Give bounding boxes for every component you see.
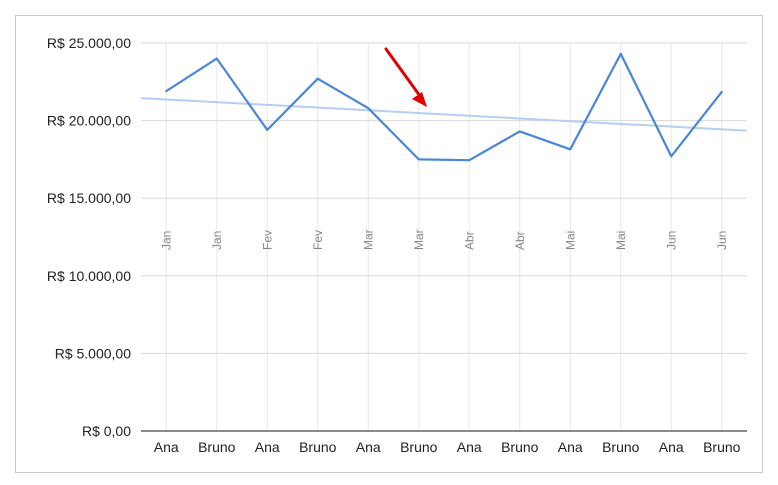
series-point <box>619 52 622 55</box>
x-tick-label: Ana <box>255 439 280 455</box>
y-tick-label: R$ 0,00 <box>82 423 131 439</box>
month-label: Abr <box>513 231 527 250</box>
x-tick-label: Bruno <box>299 439 337 455</box>
chart-frame: R$ 0,00 R$ 5.000,00 R$ 10.000,00 R$ 15.000,… <box>15 15 763 473</box>
month-label: Fev <box>311 230 325 250</box>
trendline <box>140 97 748 132</box>
y-tick-label: R$ 25.000,00 <box>47 35 131 51</box>
month-label: Abr <box>462 231 476 250</box>
annotation-arrow-shaft <box>384 47 422 98</box>
month-label: Jan <box>210 231 224 250</box>
annotation-arrow-head <box>412 92 427 107</box>
series-line <box>165 52 723 162</box>
x-tick-label: Bruno <box>400 439 438 455</box>
series-point <box>720 90 723 93</box>
series-point <box>518 130 521 133</box>
month-labels: Jan Jan Fev Fev Mar Mar Abr Abr Mai Mai Jun Jun <box>159 229 729 250</box>
month-label: Mai <box>614 231 628 250</box>
trendline-layer <box>140 97 748 132</box>
series-point <box>468 159 471 162</box>
x-tick-label: Bruno <box>198 439 236 455</box>
y-tick-label: R$ 20.000,00 <box>47 113 131 129</box>
x-tick-label: Ana <box>659 439 684 455</box>
series-point <box>165 90 168 93</box>
y-tick-label: R$ 10.000,00 <box>47 268 131 284</box>
x-tick-label: Bruno <box>602 439 640 455</box>
series-point <box>266 128 269 132</box>
grid-layer <box>141 42 747 432</box>
month-label: Jun <box>664 231 678 250</box>
month-label: Jun <box>715 231 729 250</box>
month-label: Mar <box>412 229 426 250</box>
y-tick-label: R$ 5.000,00 <box>55 345 131 361</box>
x-tick-label: Ana <box>356 439 381 455</box>
x-tick-label: Ana <box>154 439 179 455</box>
y-axis-labels: R$ 0,00 R$ 5.000,00 R$ 10.000,00 R$ 15.000,… <box>47 35 131 439</box>
x-tick-label: Bruno <box>703 439 741 455</box>
series-point <box>367 107 370 110</box>
month-label: Jan <box>159 231 173 250</box>
month-label: Mai <box>563 231 577 250</box>
month-label: Fev <box>260 230 274 250</box>
x-axis-labels: Ana Bruno Ana Bruno Ana Bruno Ana Bruno Ana Bruno… <box>154 439 741 455</box>
y-tick-label: R$ 15.000,00 <box>47 190 131 206</box>
series-point <box>215 57 218 60</box>
x-tick-label: Ana <box>558 439 583 455</box>
series-layer <box>165 52 723 162</box>
month-label: Mar <box>361 229 375 250</box>
x-tick-label: Bruno <box>501 439 539 455</box>
x-tick-label: Ana <box>457 439 482 455</box>
series-point <box>670 155 673 158</box>
line-chart: R$ 0,00 R$ 5.000,00 R$ 10.000,00 R$ 15.000,… <box>47 35 748 455</box>
series-point <box>417 158 420 161</box>
annotation-layer <box>384 47 427 107</box>
series-point <box>316 77 319 80</box>
series-point <box>569 148 572 151</box>
